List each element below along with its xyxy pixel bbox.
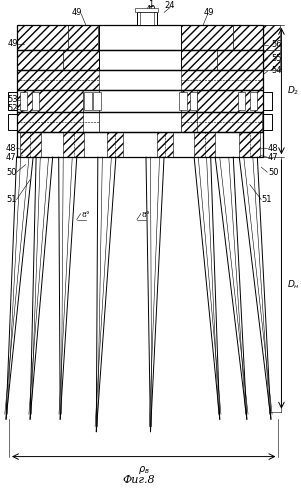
Text: $D_2$: $D_2$ xyxy=(287,85,300,97)
Bar xyxy=(135,8,158,12)
Bar xyxy=(99,112,120,132)
Bar xyxy=(263,114,272,130)
Text: 55: 55 xyxy=(271,54,281,63)
Bar xyxy=(68,25,98,50)
Bar xyxy=(84,92,92,110)
Bar xyxy=(17,90,83,112)
Bar xyxy=(141,25,172,50)
Text: 51: 51 xyxy=(262,195,272,204)
Text: 8°: 8° xyxy=(81,211,90,219)
Bar xyxy=(233,25,280,50)
Text: 56: 56 xyxy=(271,40,281,49)
Bar xyxy=(196,71,208,88)
Bar xyxy=(263,92,272,110)
Bar xyxy=(99,112,181,132)
Text: 24: 24 xyxy=(165,1,175,10)
Text: 52: 52 xyxy=(8,104,18,113)
Text: 50: 50 xyxy=(268,168,278,177)
Bar xyxy=(197,90,263,112)
Bar xyxy=(20,71,32,88)
Text: 54: 54 xyxy=(271,66,281,75)
Bar xyxy=(66,71,78,88)
Bar xyxy=(181,90,202,112)
Bar xyxy=(63,132,84,157)
Bar xyxy=(197,112,262,132)
Text: 8°: 8° xyxy=(141,211,150,219)
Bar xyxy=(212,71,224,88)
Text: 48: 48 xyxy=(268,144,278,153)
Bar xyxy=(56,71,68,88)
Text: 51: 51 xyxy=(6,195,17,204)
Bar xyxy=(238,92,245,110)
Bar xyxy=(179,92,187,110)
Text: 50: 50 xyxy=(6,168,17,177)
Text: 47: 47 xyxy=(268,153,278,162)
Bar xyxy=(250,92,257,110)
Bar xyxy=(17,112,263,132)
Text: 48: 48 xyxy=(6,144,17,153)
Bar xyxy=(99,50,181,70)
Bar xyxy=(8,92,17,110)
Bar xyxy=(17,70,99,90)
Bar xyxy=(17,50,263,70)
Bar xyxy=(63,50,99,70)
Bar xyxy=(17,50,63,70)
Bar xyxy=(17,90,263,112)
Bar xyxy=(190,92,197,110)
Bar xyxy=(20,92,27,110)
Bar xyxy=(99,25,181,70)
Bar xyxy=(172,25,233,50)
Bar xyxy=(194,132,215,157)
Bar xyxy=(17,25,68,50)
Bar xyxy=(32,92,39,110)
Bar xyxy=(17,132,263,157)
Bar xyxy=(202,90,218,112)
Bar xyxy=(17,25,263,50)
Text: $\rho_в$: $\rho_в$ xyxy=(138,464,150,476)
Bar xyxy=(217,50,280,70)
Bar xyxy=(239,132,260,157)
Text: 49: 49 xyxy=(72,8,82,17)
Bar xyxy=(137,12,157,25)
Bar xyxy=(230,71,242,88)
Bar xyxy=(98,25,141,50)
Text: 49: 49 xyxy=(145,5,156,14)
Text: Фиг.8: Фиг.8 xyxy=(122,475,155,485)
Bar xyxy=(107,132,123,157)
Bar xyxy=(157,132,173,157)
Bar xyxy=(181,70,263,90)
Text: $D_н$: $D_н$ xyxy=(287,278,300,291)
Bar xyxy=(20,132,41,157)
Text: 49: 49 xyxy=(8,39,18,48)
Bar xyxy=(17,112,83,132)
Text: 1: 1 xyxy=(148,0,153,9)
Bar xyxy=(241,71,253,88)
Bar xyxy=(83,90,99,112)
Bar xyxy=(181,112,202,132)
Bar xyxy=(93,92,101,110)
Bar xyxy=(38,71,50,88)
Text: 53: 53 xyxy=(8,95,18,104)
Bar xyxy=(99,90,120,112)
Bar xyxy=(8,114,17,130)
Text: 49: 49 xyxy=(204,8,214,17)
Bar xyxy=(17,70,263,90)
Bar xyxy=(181,50,217,70)
Text: 47: 47 xyxy=(6,153,17,162)
Bar xyxy=(99,90,181,112)
